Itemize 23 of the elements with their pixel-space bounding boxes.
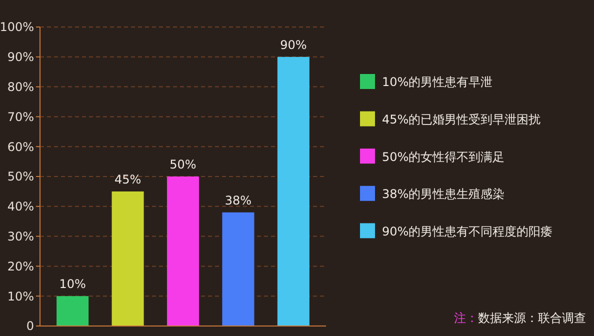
y-tick-label: 50%: [7, 170, 34, 184]
source-note: 数据来源：联合调查: [478, 311, 586, 325]
legend-label: 50%的女性得不到满足: [382, 150, 505, 164]
y-tick-label: 90%: [7, 50, 34, 64]
legend-label: 90%的男性患有不同程度的阳痿: [382, 224, 553, 238]
y-tick-label: 60%: [7, 140, 34, 154]
legend-label: 10%的男性患有早泄: [382, 75, 493, 90]
text: 注：: [454, 311, 478, 325]
y-tick-label: 80%: [7, 80, 34, 94]
y-tick-label: 0: [26, 319, 34, 334]
y-tick-label: 40%: [7, 200, 34, 214]
y-tick-label: 30%: [7, 230, 34, 244]
y-tick-label: 70%: [7, 110, 34, 124]
legend-label: 45%的已婚男性受到早泄困扰: [382, 112, 541, 126]
text: 90%: [280, 38, 307, 52]
y-tick-label: 100%: [0, 20, 34, 34]
text: 38%: [224, 193, 252, 208]
y-tick-label: 10%: [7, 289, 34, 304]
text: 10%: [59, 277, 86, 292]
text: 45%: [114, 172, 142, 186]
y-tick-label: 20%: [7, 259, 34, 274]
legend-label: 38%的男性患生殖感染: [382, 187, 505, 202]
text: 50%: [170, 158, 196, 172]
